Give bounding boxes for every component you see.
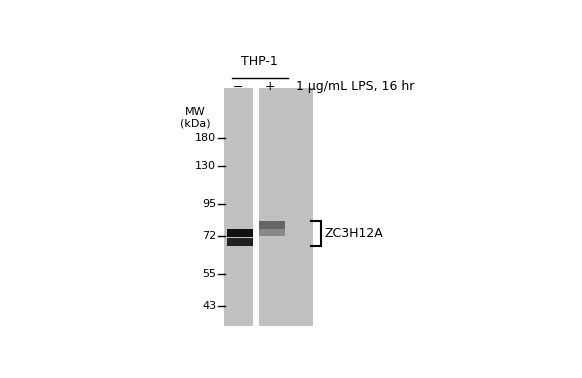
Text: −: − [233, 81, 243, 93]
Text: 95: 95 [202, 199, 216, 209]
Bar [224, 88, 313, 327]
Bar [227, 229, 253, 237]
Text: 72: 72 [202, 231, 216, 240]
Text: +: + [265, 81, 276, 93]
Text: THP-1: THP-1 [241, 56, 278, 68]
Bar [227, 238, 253, 246]
Bar [259, 221, 285, 229]
Text: 55: 55 [202, 269, 216, 279]
Text: MW
(kDa): MW (kDa) [180, 107, 211, 129]
Text: 1 μg/mL LPS, 16 hr: 1 μg/mL LPS, 16 hr [296, 81, 414, 93]
Text: 130: 130 [195, 161, 216, 171]
Bar [253, 88, 259, 327]
Bar [259, 229, 285, 236]
Text: 180: 180 [195, 133, 216, 143]
Text: ZC3H12A: ZC3H12A [325, 227, 384, 240]
Text: 43: 43 [202, 301, 216, 311]
